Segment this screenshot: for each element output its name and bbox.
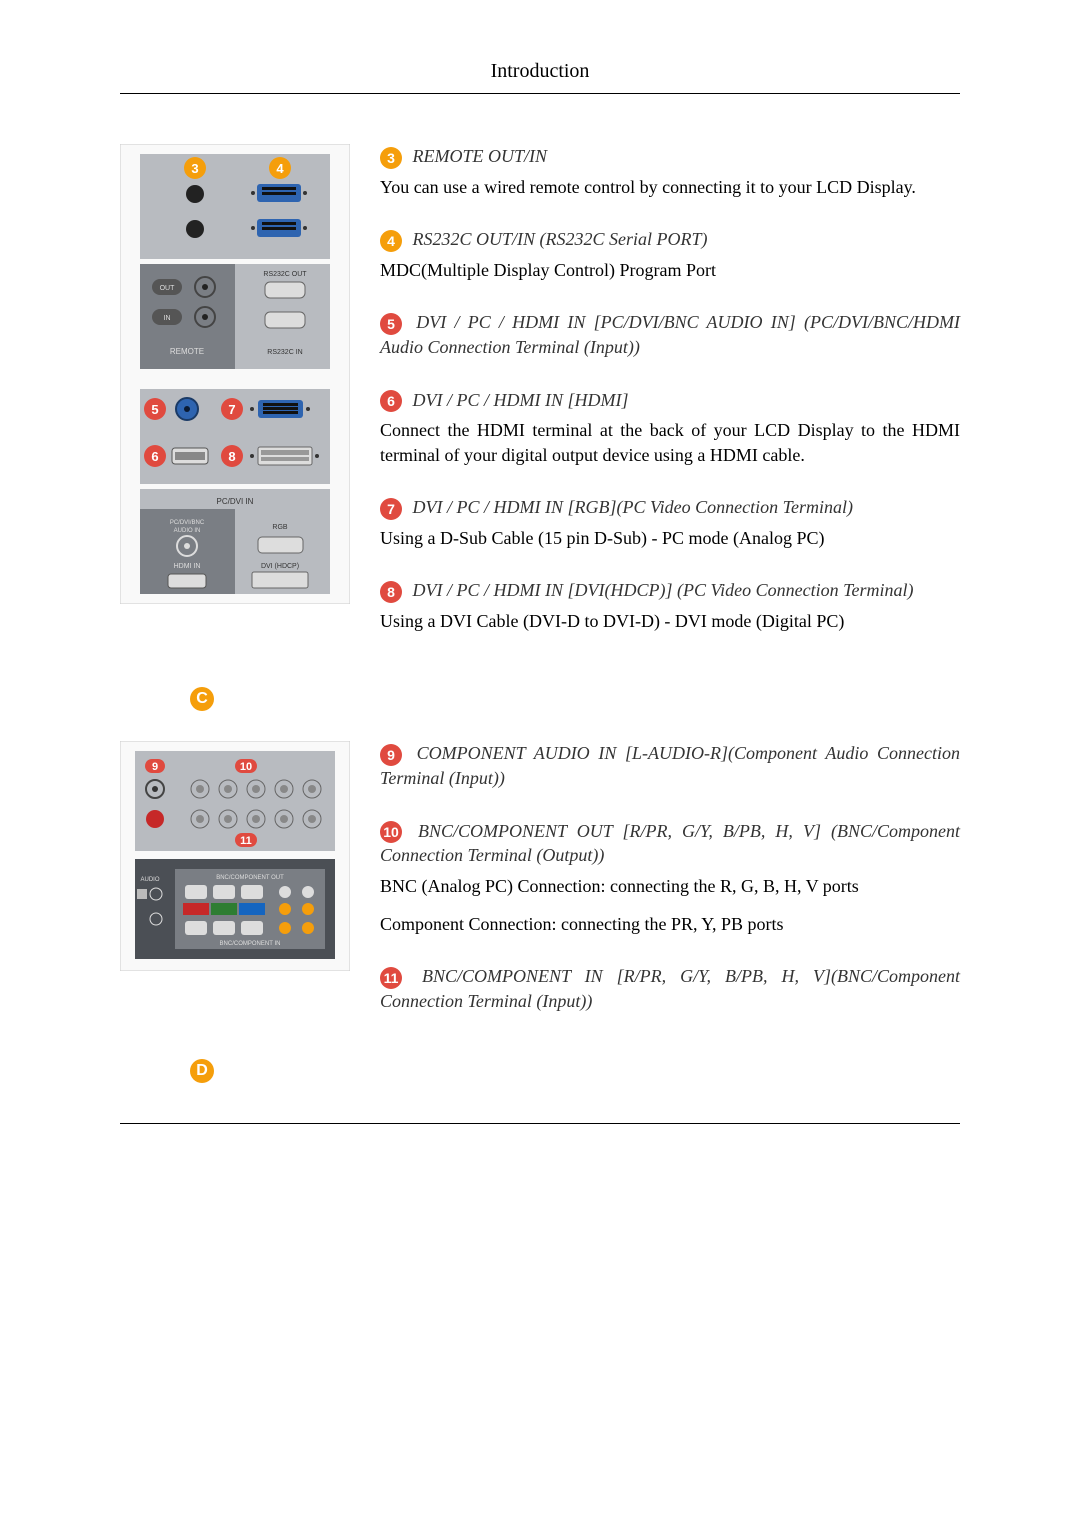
item-7-desc: Using a D-Sub Cable (15 pin D-Sub) - PC … — [380, 526, 960, 550]
section-marker-c-row: C — [195, 687, 960, 711]
svg-text:8: 8 — [228, 449, 235, 464]
svg-text:BNC/COMPONENT OUT: BNC/COMPONENT OUT — [216, 875, 284, 881]
svg-text:11: 11 — [240, 835, 252, 847]
svg-text:IN: IN — [164, 315, 171, 322]
item-4-desc: MDC(Multiple Display Control) Program Po… — [380, 258, 960, 282]
section-d-row: 9 10 — [120, 741, 960, 1019]
svg-text:RS232C OUT: RS232C OUT — [263, 271, 307, 278]
svg-text:RGB: RGB — [272, 524, 288, 531]
page-title: Introduction — [120, 60, 960, 94]
item-9-title: COMPONENT AUDIO IN [L-AUDIO-R](Component… — [380, 743, 960, 788]
item-6-title: DVI / PC / HDMI IN [HDMI] — [408, 390, 628, 410]
svg-text:5: 5 — [151, 402, 158, 417]
diagram-c-column: 3 4 RS232C OUT OUT — [120, 144, 350, 647]
badge-5-icon: 5 — [380, 313, 402, 335]
item-5-heading: 5 DVI / PC / HDMI IN [PC/DVI/BNC AUDIO I… — [380, 310, 960, 359]
item-11-heading: 11 BNC/COMPONENT IN [R/PR, G/Y, B/PB, H,… — [380, 964, 960, 1013]
item-3-heading: 3 REMOTE OUT/IN — [380, 144, 960, 169]
section-marker-d-row: D — [195, 1059, 960, 1083]
item-10-desc-b: Component Connection: connecting the PR,… — [380, 912, 960, 936]
svg-text:REMOTE: REMOTE — [170, 347, 204, 356]
item-10-heading: 10 BNC/COMPONENT OUT [R/PR, G/Y, B/PB, H… — [380, 819, 960, 868]
svg-text:PC/DVI/BNC: PC/DVI/BNC — [170, 520, 205, 526]
svg-text:OUT: OUT — [160, 285, 176, 292]
diagram-d-column: 9 10 — [120, 741, 350, 1019]
badge-10-icon: 10 — [380, 821, 402, 843]
badge-7-icon: 7 — [380, 498, 402, 520]
item-4-title: RS232C OUT/IN (RS232C Serial PORT) — [408, 229, 708, 249]
item-11-title: BNC/COMPONENT IN [R/PR, G/Y, B/PB, H, V]… — [380, 966, 960, 1011]
item-7-title: DVI / PC / HDMI IN [RGB](PC Video Connec… — [408, 497, 853, 517]
svg-text:AUDIO IN: AUDIO IN — [174, 528, 201, 534]
diagram-d: 9 10 — [120, 741, 350, 971]
badge-4-icon: 4 — [380, 230, 402, 252]
badge-3-icon: 3 — [380, 147, 402, 169]
item-8-title: DVI / PC / HDMI IN [DVI(HDCP)] (PC Video… — [408, 580, 913, 600]
item-9-heading: 9 COMPONENT AUDIO IN [L-AUDIO-R](Compone… — [380, 741, 960, 790]
svg-text:10: 10 — [240, 761, 252, 773]
svg-text:RS232C IN: RS232C IN — [267, 349, 302, 356]
svg-text:HDMI IN: HDMI IN — [174, 563, 201, 570]
section-d-marker-icon: D — [190, 1059, 214, 1083]
svg-text:9: 9 — [152, 761, 158, 773]
svg-text:PC/DVI IN: PC/DVI IN — [217, 497, 254, 506]
footer-rule — [120, 1123, 960, 1124]
item-5-title: DVI / PC / HDMI IN [PC/DVI/BNC AUDIO IN]… — [380, 312, 960, 357]
item-3-desc: You can use a wired remote control by co… — [380, 175, 960, 199]
svg-text:4: 4 — [276, 161, 284, 176]
badge-6-icon: 6 — [380, 390, 402, 412]
item-6-desc: Connect the HDMI terminal at the back of… — [380, 418, 960, 467]
section-d-text: 9 COMPONENT AUDIO IN [L-AUDIO-R](Compone… — [380, 741, 960, 1019]
svg-text:6: 6 — [151, 449, 158, 464]
badge-11-icon: 11 — [380, 967, 402, 989]
item-7-heading: 7 DVI / PC / HDMI IN [RGB](PC Video Conn… — [380, 495, 960, 520]
svg-text:3: 3 — [191, 161, 198, 176]
svg-text:AUDIO: AUDIO — [140, 877, 159, 883]
item-10-desc-a: BNC (Analog PC) Connection: connecting t… — [380, 874, 960, 898]
item-10-title: BNC/COMPONENT OUT [R/PR, G/Y, B/PB, H, V… — [380, 821, 960, 866]
item-4-heading: 4 RS232C OUT/IN (RS232C Serial PORT) — [380, 227, 960, 252]
item-3-title: REMOTE OUT/IN — [408, 146, 547, 166]
svg-text:DVI (HDCP): DVI (HDCP) — [261, 563, 299, 570]
badge-8-icon: 8 — [380, 581, 402, 603]
svg-text:BNC/COMPONENT IN: BNC/COMPONENT IN — [220, 941, 281, 947]
badge-9-icon: 9 — [380, 744, 402, 766]
section-c-row: 3 4 RS232C OUT OUT — [120, 144, 960, 647]
item-8-desc: Using a DVI Cable (DVI-D to DVI-D) - DVI… — [380, 609, 960, 633]
section-c-text: 3 REMOTE OUT/IN You can use a wired remo… — [380, 144, 960, 647]
svg-text:7: 7 — [228, 402, 235, 417]
item-6-heading: 6 DVI / PC / HDMI IN [HDMI] — [380, 388, 960, 413]
section-c-marker-icon: C — [190, 687, 214, 711]
item-8-heading: 8 DVI / PC / HDMI IN [DVI(HDCP)] (PC Vid… — [380, 578, 960, 603]
diagram-c: 3 4 RS232C OUT OUT — [120, 144, 350, 604]
